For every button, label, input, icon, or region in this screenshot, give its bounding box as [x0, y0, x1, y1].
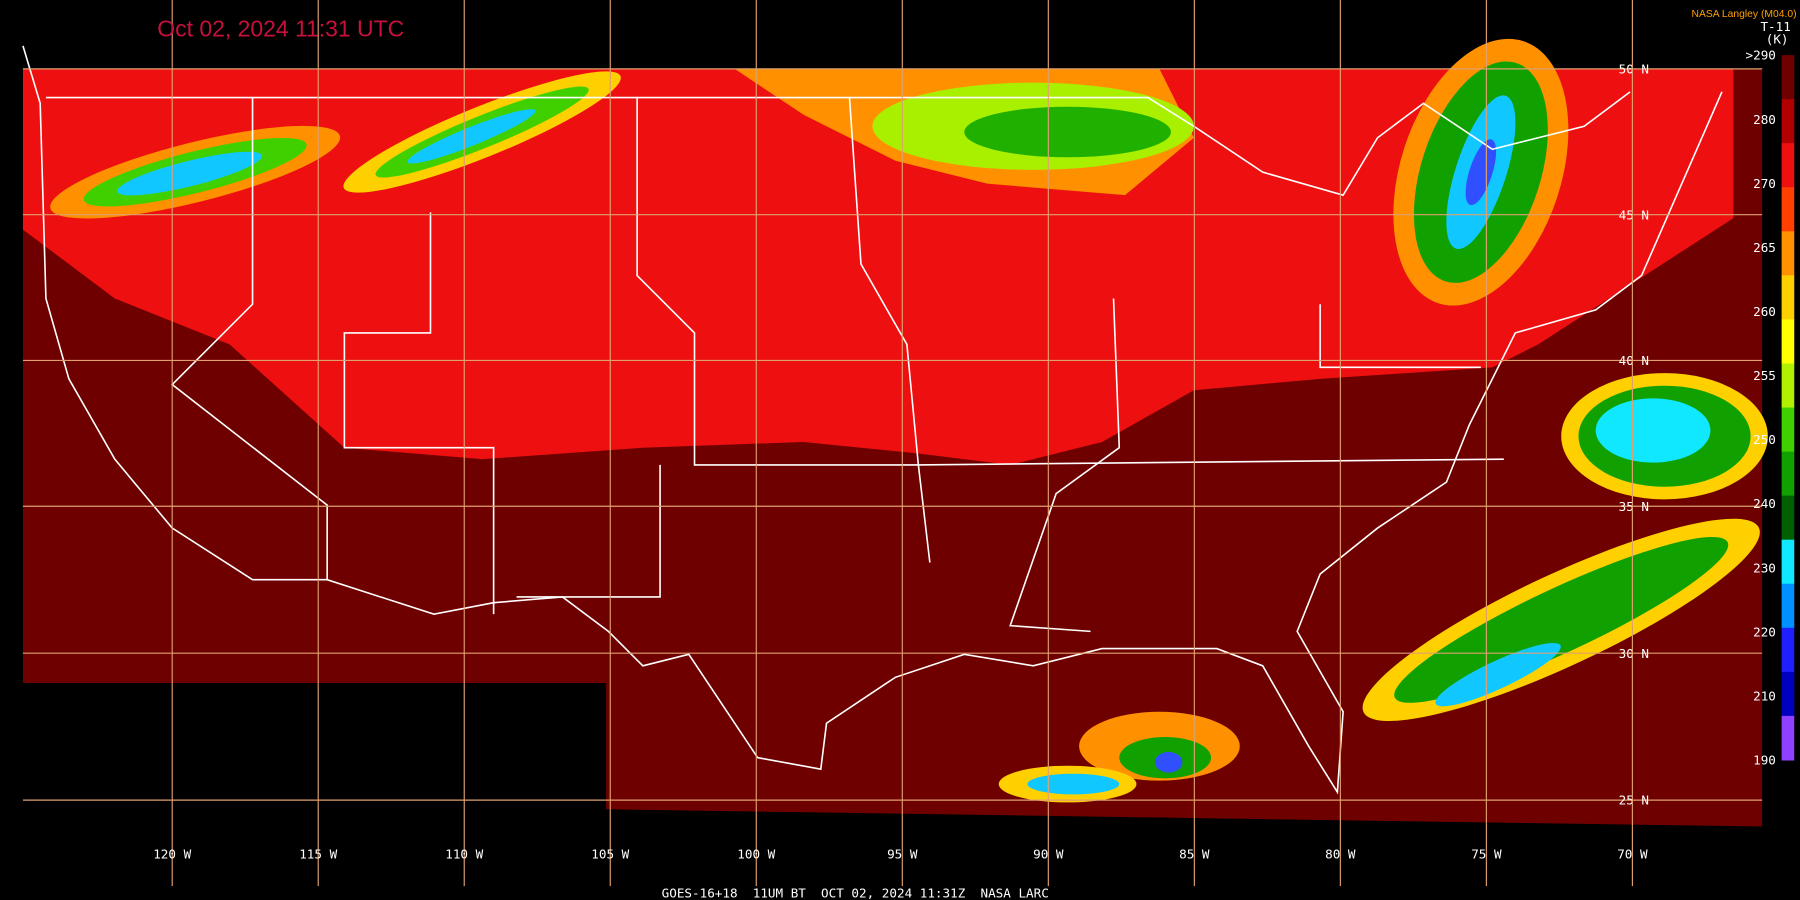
colorbar-segment	[1781, 451, 1795, 497]
longitude-label: 85 W	[1179, 847, 1210, 862]
colorbar-segment	[1781, 143, 1795, 188]
colorbar-label: 265	[1753, 240, 1776, 255]
graticule: 50 N 45 N 40 N 35 N 30 N 25 N 120 W 115 W 110 W 1…	[22, 0, 1763, 887]
credit: NASA Langley (M04.0)	[1691, 9, 1796, 20]
colorbar-segment	[1781, 407, 1795, 453]
border	[45, 91, 1631, 197]
cloud	[1561, 373, 1768, 500]
colorbar-label: 220	[1753, 624, 1776, 639]
colorbar-label: 260	[1753, 304, 1776, 319]
state-line	[918, 458, 1504, 466]
colorbar-label: 210	[1753, 688, 1776, 703]
latitude-label: 40 N	[1619, 353, 1649, 368]
colorbar-label: 190	[1753, 753, 1776, 768]
colorbar-segment	[1781, 231, 1795, 276]
longitude-label: 95 W	[887, 847, 918, 862]
latitude-label: 30 N	[1619, 646, 1649, 661]
imagery	[22, 38, 1768, 827]
state-line	[343, 212, 495, 615]
longitude-label: 90 W	[1033, 847, 1064, 862]
colorbar-label: 230	[1753, 560, 1776, 575]
longitude-label: 70 W	[1617, 847, 1648, 862]
colorbar-label: 240	[1753, 496, 1776, 511]
channel: T-11	[1760, 19, 1790, 34]
longitude-label: 110 W	[445, 847, 483, 862]
colorbar-segment	[1781, 583, 1795, 629]
colorbar-label: 270	[1753, 176, 1776, 191]
longitude-label: 115 W	[299, 847, 337, 862]
colorbar-segment	[1781, 363, 1795, 409]
longitude-label: 100 W	[737, 847, 775, 862]
colorbar: >290 280 270 265 260 255 250 240 230 220 210 190	[1746, 48, 1795, 768]
longitude-label: 105 W	[591, 847, 629, 862]
title: Oct 02, 2024 11:31 UTC	[157, 16, 404, 42]
latitude-label: 45 N	[1619, 207, 1649, 222]
latitude-label: 50 N	[1619, 61, 1649, 76]
footer: GOES-16+18 11UM BT OCT 02, 2024 11:31Z N…	[662, 886, 1049, 900]
cloud	[1393, 38, 1569, 306]
colorbar-label: 250	[1753, 432, 1776, 447]
colorbar-segment	[1781, 319, 1795, 365]
cloud	[50, 125, 341, 219]
cloud	[964, 106, 1171, 158]
colorbar-segment	[1781, 539, 1795, 585]
longitude-label: 75 W	[1471, 847, 1502, 862]
colorbar-segment	[1781, 671, 1795, 717]
state-line	[636, 97, 931, 563]
latitude-label: 35 N	[1619, 499, 1649, 514]
colorbar-segment	[1781, 495, 1795, 541]
cloud	[1362, 518, 1760, 722]
state-line	[1319, 304, 1481, 369]
state-line	[1009, 298, 1121, 633]
colorbar-segment	[1781, 55, 1795, 100]
longitude-label: 120 W	[153, 847, 191, 862]
colorbar-label: 255	[1753, 368, 1776, 383]
longitude-label: 80 W	[1325, 847, 1356, 862]
latitude-label: 25 N	[1619, 793, 1649, 808]
colorbar-label: 280	[1753, 112, 1776, 127]
coastline	[22, 45, 1723, 795]
colorbar-label: >290	[1746, 48, 1776, 63]
cloud	[343, 71, 621, 193]
colorbar-segment	[1781, 627, 1795, 673]
colorbar-segment	[1781, 99, 1795, 144]
colorbar-segment	[1781, 187, 1795, 232]
state-line	[848, 97, 920, 465]
cloud	[998, 711, 1240, 803]
colorbar-segment	[1781, 275, 1795, 320]
footer-bar	[0, 886, 1800, 900]
unit: (K)	[1766, 32, 1789, 47]
colorbar-segment	[1781, 715, 1795, 761]
state-line	[516, 464, 661, 598]
